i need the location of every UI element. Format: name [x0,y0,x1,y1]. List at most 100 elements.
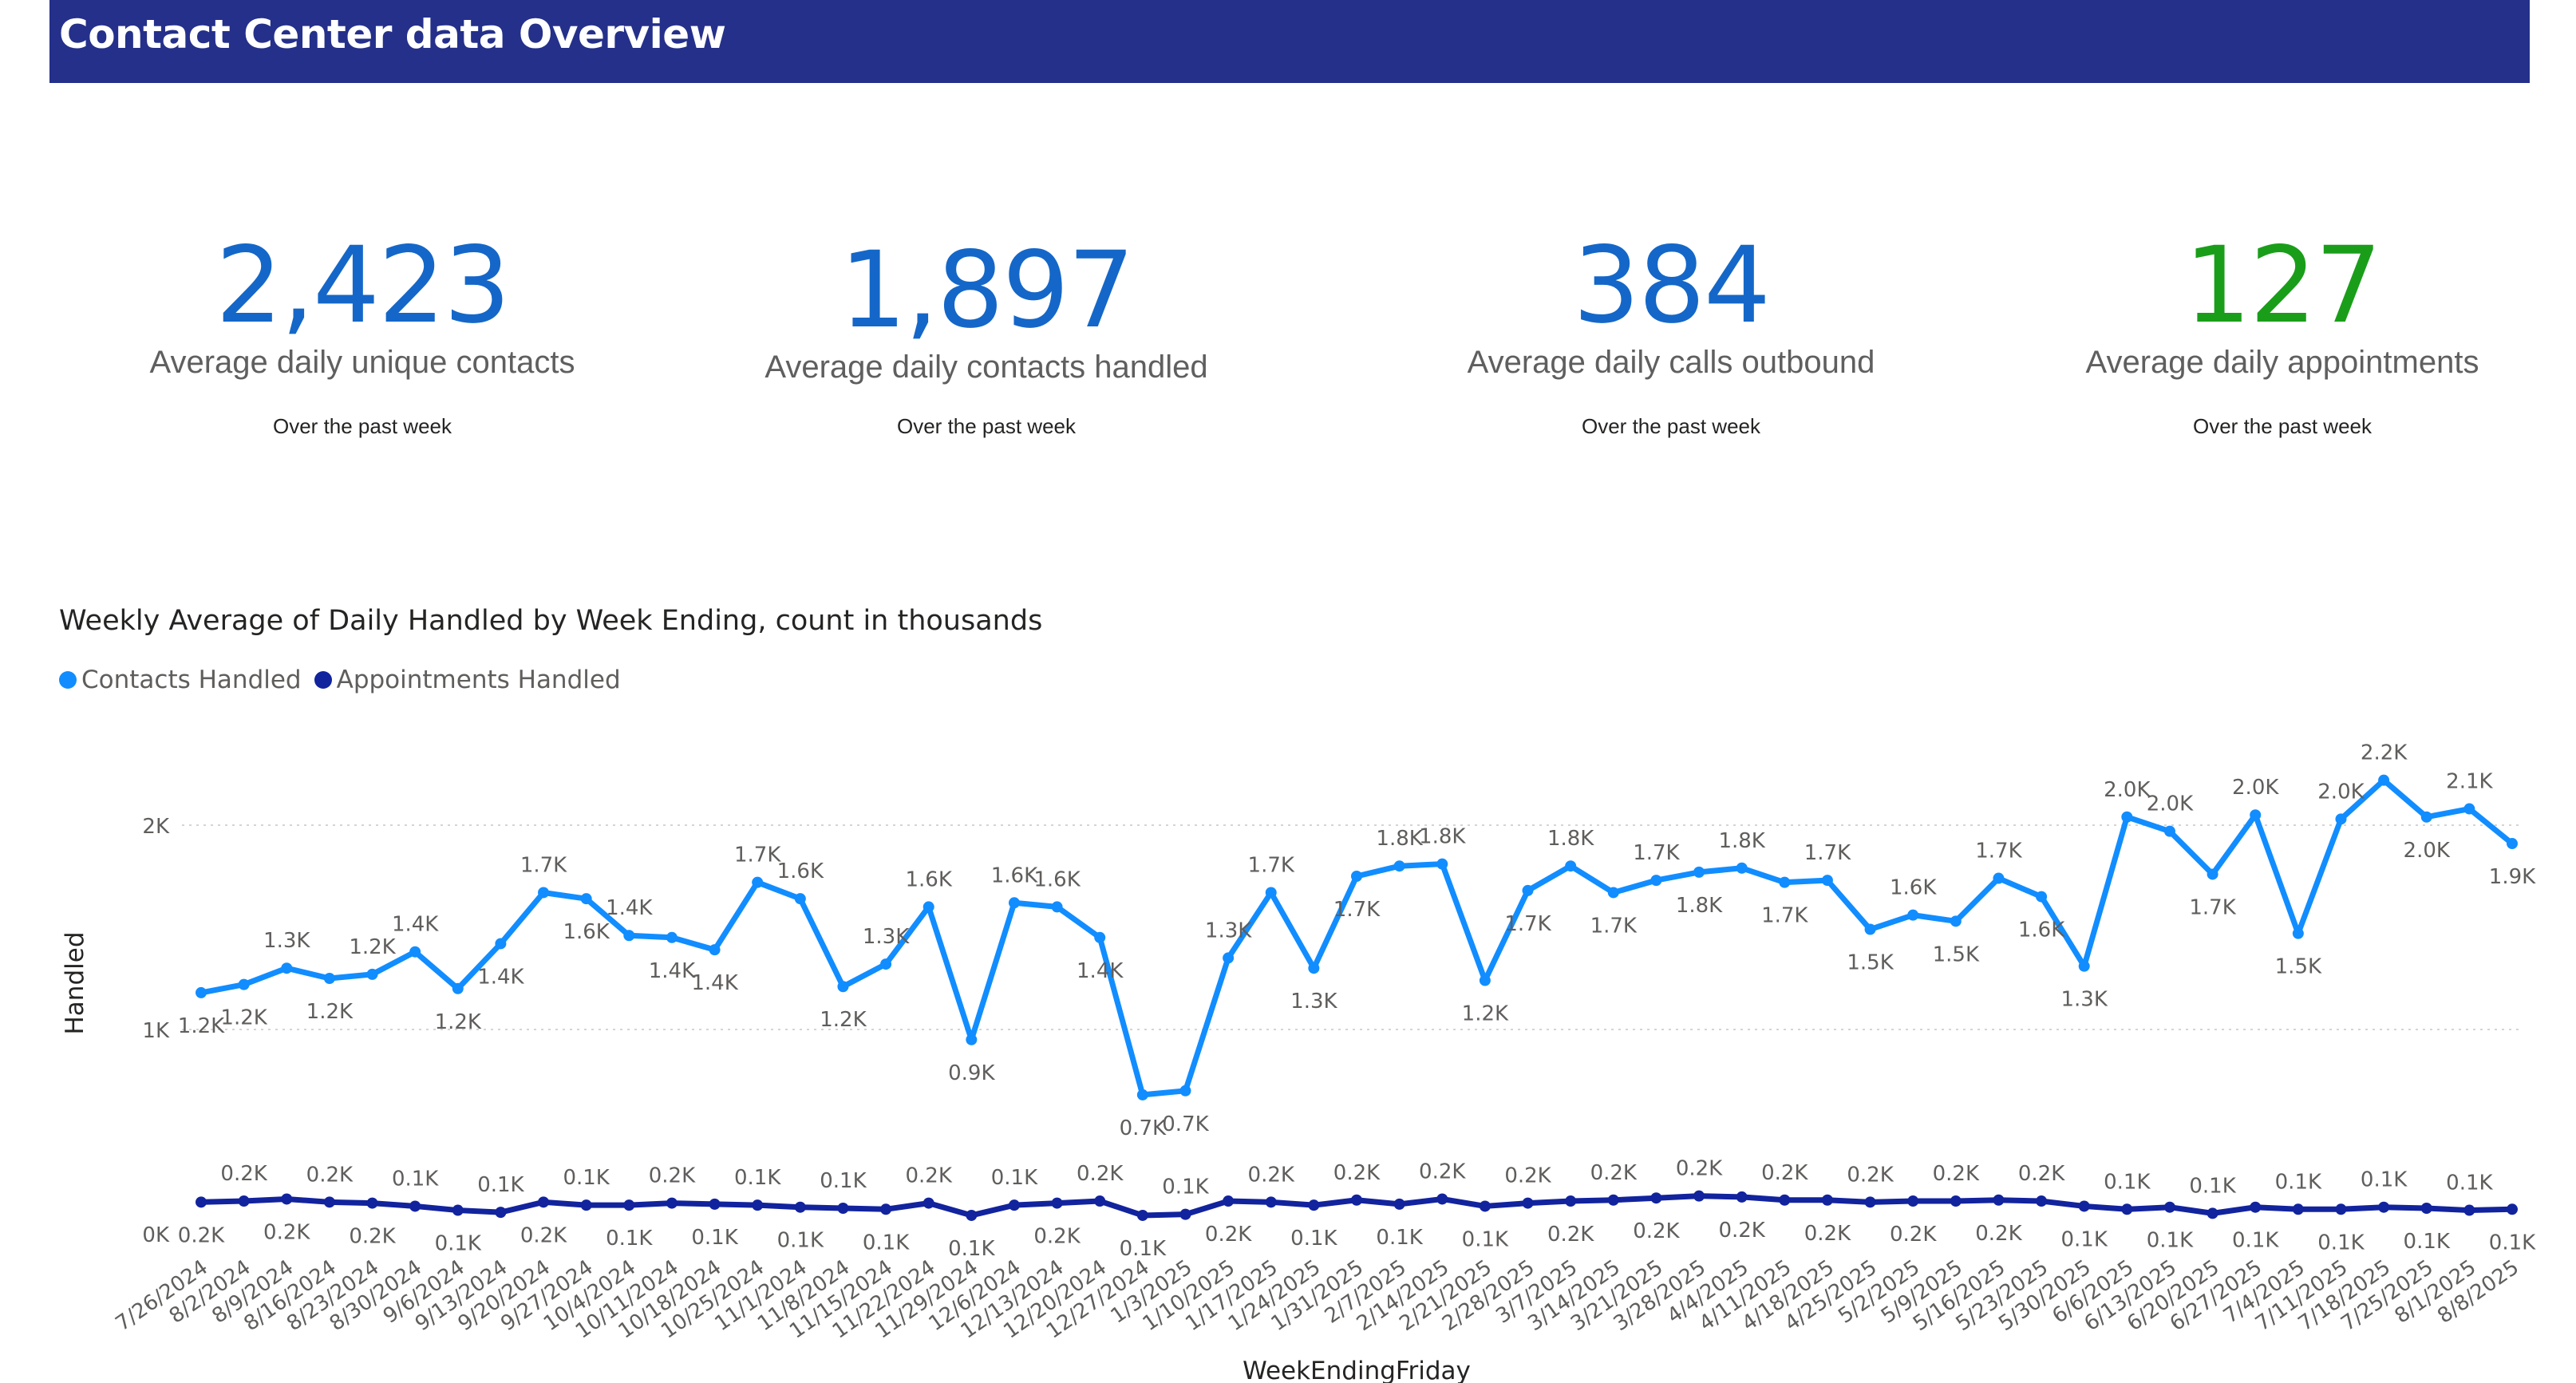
data-point [2036,1195,2048,1207]
data-point [2207,1207,2218,1219]
data-point [794,893,806,905]
data-point [1607,887,1619,899]
kpi-card-appointments[interactable]: 127 Average daily appointments Over the … [1979,233,2576,439]
data-label: 0.1K [477,1173,524,1197]
data-point [1393,1198,1405,1210]
data-point [1094,1195,1106,1207]
data-point [1650,875,1662,887]
data-label: 0.2K [1676,1157,1723,1181]
data-label: 0.2K [349,1225,396,1249]
data-point [837,981,849,993]
kpi-value: 1,897 [840,229,1135,352]
data-label: 2.0K [2232,776,2279,800]
data-label: 0.2K [1033,1225,1081,1249]
data-label: 1.7K [1804,841,1851,865]
data-point [1308,962,1320,974]
data-label: 0.1K [2361,1168,2408,1192]
kpi-label: Average daily calls outbound [1467,345,1875,380]
kpi-card-contacts-handled[interactable]: 1,897 Average daily contacts handled Ove… [683,238,1290,439]
chart-legend: Contacts Handled Appointments Handled [59,666,634,694]
data-point [709,1198,721,1210]
data-point [1094,931,1106,943]
data-label: 1.3K [1290,990,1337,1014]
kpi-value: 384 [1573,224,1771,347]
data-point [1051,1197,1063,1209]
data-point [1436,858,1448,870]
legend-item-contacts[interactable]: Contacts Handled [59,666,302,694]
data-point [2163,825,2175,837]
data-label: 1.7K [1504,912,1551,936]
data-point [923,1197,934,1209]
data-point [1821,875,1833,887]
data-label: 0.2K [1933,1162,1980,1186]
data-label: 0.1K [1462,1227,1509,1251]
header-banner: Contact Center data Overview [49,0,2530,83]
data-point [1907,1195,1919,1207]
data-point [2036,891,2048,903]
legend-label: Contacts Handled [81,666,302,694]
data-point [1565,860,1577,872]
kpi-value: 2,423 [215,224,511,347]
data-point [1351,1194,1362,1206]
data-label: 0.7K [1120,1116,1167,1140]
data-point [1179,1208,1191,1220]
data-point [752,1199,764,1211]
kpi-value: 127 [2184,224,2382,347]
data-label: 1.2K [306,1000,354,1024]
data-label: 0.1K [2189,1174,2236,1198]
data-label: 0.2K [1419,1160,1466,1183]
legend-item-appointments[interactable]: Appointments Handled [314,666,621,694]
data-point [1650,1192,1662,1204]
data-point [1950,915,1962,927]
data-point [1308,1199,1320,1211]
data-label: 0.2K [1547,1223,1594,1247]
data-label: 0.1K [991,1166,1038,1190]
data-label: 0.1K [606,1227,653,1251]
data-point [495,938,507,950]
data-label: 1.8K [1676,894,1723,918]
data-label: 1.4K [606,896,653,920]
data-point [1265,887,1277,899]
data-label: 0.1K [820,1169,867,1193]
data-label: 1.3K [1205,919,1252,942]
data-label: 1.4K [392,913,439,937]
data-label: 0.1K [734,1166,781,1190]
kpi-subtitle: Over the past week [897,414,1076,438]
data-label: 1.2K [178,1014,225,1038]
kpi-card-calls-outbound[interactable]: 384 Average daily calls outbound Over th… [1368,233,1974,439]
data-label: 1.6K [2018,919,2065,942]
kpi-card-unique-contacts[interactable]: 2,423 Average daily unique contacts Over… [59,233,666,439]
data-label: 1.4K [649,959,696,983]
data-label: 0.1K [863,1231,910,1255]
y-tick-label: 1K [142,1019,170,1043]
data-label: 1.6K [991,863,1038,887]
data-point [2420,811,2432,823]
data-point [2292,1203,2304,1215]
data-point [1864,923,1876,935]
data-point [1565,1195,1577,1207]
data-label: 0.2K [1847,1163,1894,1187]
data-point [1779,1194,1791,1206]
data-label: 1.6K [1890,876,1937,900]
data-point [2463,1204,2475,1216]
data-point [1993,1194,2005,1206]
data-point [1907,909,1919,921]
data-label: 0.9K [948,1061,995,1085]
data-label: 2.0K [2104,778,2151,802]
data-label: 1.4K [1077,959,1124,983]
data-point [452,982,464,994]
data-label: 1.3K [2061,988,2108,1012]
data-point [2078,960,2090,972]
data-label: 1.7K [1333,898,1381,922]
data-label: 0.1K [563,1166,610,1190]
data-point [366,1197,378,1209]
legend-label: Appointments Handled [336,666,621,694]
data-label: 1.8K [1419,825,1466,849]
data-point [323,973,335,984]
data-point [409,946,421,958]
data-point [538,887,550,899]
data-label: 0.2K [1804,1222,1851,1246]
data-point [794,1201,806,1213]
data-label: 0.1K [2232,1229,2279,1253]
